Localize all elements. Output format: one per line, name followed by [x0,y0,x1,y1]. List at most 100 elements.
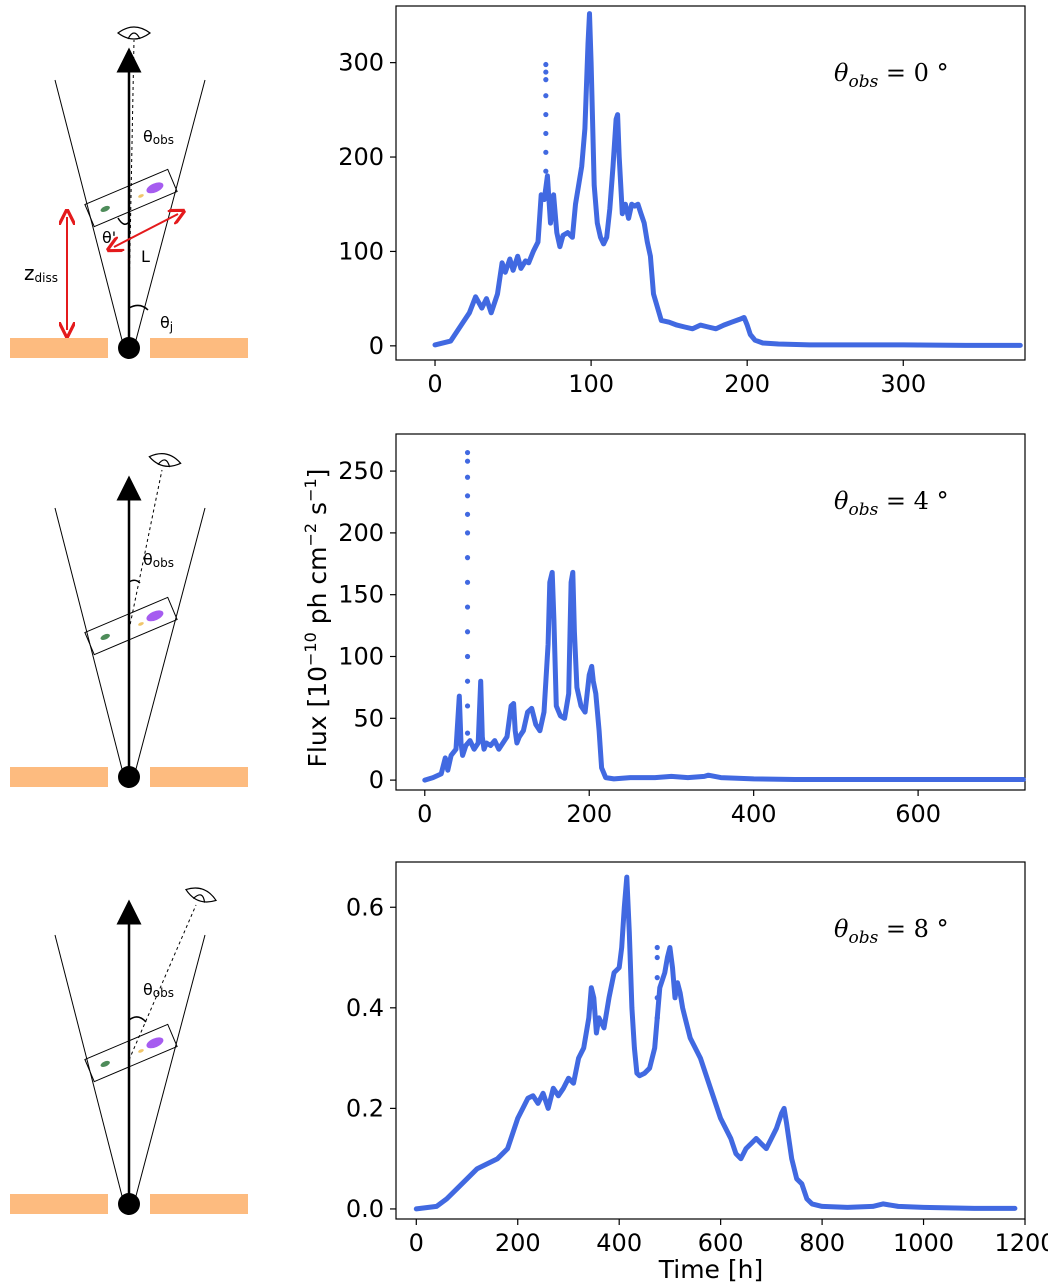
y-tick-label: 50 [353,704,384,732]
flare-point [654,975,660,981]
schem-theta-obs: θ [143,550,153,569]
jet-cone-right [135,507,206,770]
schem-theta-j-sub: j [169,320,173,334]
theta-obs-arc [128,1016,147,1023]
y-tick-label: 200 [338,143,384,171]
flare-point [464,653,471,660]
x-tick-label: 800 [799,1229,845,1257]
y-tick-label: 0 [369,766,384,794]
chart-0: 0 100 200 300 0 100 200 300 θobs = 0 ° [338,5,1026,398]
schem-theta-obs-sub: obs [153,133,174,147]
schem-theta-obs: θ [143,980,153,999]
flux-series [422,569,1026,783]
eye-icon [185,887,217,903]
schem-theta-j: θ [160,313,170,332]
x-tick-label: 200 [566,800,612,828]
flare-point [464,511,471,517]
flare-point [464,458,471,464]
x-tick-label: 0 [417,800,432,828]
black-hole [118,337,140,359]
svg-text:θobs: θobs [143,550,174,570]
flux-series [432,11,1023,348]
y-tick-label: 0.4 [346,994,384,1022]
svg-text:zdiss: zdiss [24,261,58,285]
x-tick-label: 200 [724,370,770,398]
plot-frame [395,5,1026,361]
chart-1: 0 200 400 600 0 50 100 150 200 250 θobs = 4 ° [338,433,1026,828]
flare-point [464,629,471,635]
emission-region [84,1023,178,1083]
theta-obs-annotation: θobs = 0 ° [834,59,949,92]
x-tick-label: 100 [568,370,614,398]
flare-points [543,61,549,193]
flare-point [654,995,660,1001]
accretion-disk-right [150,338,248,358]
black-hole [118,1193,140,1215]
y-tick-label: 300 [338,49,384,77]
y-tick-label: 100 [338,643,384,671]
x-tick-label: 400 [731,800,777,828]
flare-point [464,449,471,456]
flare-point [464,730,471,736]
x-tick-label: 200 [495,1229,541,1257]
y-tick-label: 0.0 [346,1195,384,1223]
L-arrow [114,214,178,247]
x-tick-label: 0 [427,370,442,398]
black-hole [118,766,140,788]
schem-theta-obs-sub: obs [153,986,174,1000]
accretion-disk-right [150,767,248,787]
flare-point [464,530,471,536]
theta-j-arc [128,304,149,311]
flare-point [464,678,471,684]
y-tick-label: 150 [338,581,384,609]
chart-2: 0 200 400 600 800 1000 1200 0.0 0.2 0.4 0.6 θobs = … [346,861,1048,1257]
line-of-sight [128,39,135,301]
y-tick-label: 250 [338,457,384,485]
flare-point [654,1015,660,1021]
line-of-sight [128,904,197,1061]
y-tick-label: 0.6 [346,893,384,921]
flare-point [654,944,660,951]
x-tick-label: 1000 [893,1229,954,1257]
x-tick-label: 300 [880,370,926,398]
flare-point [464,703,471,709]
x-tick-label: 0 [409,1229,424,1257]
plot-frame [395,861,1026,1220]
theta-obs-annotation: θobs = 4 ° [834,487,949,520]
y-axis-label: Flux [10−10 ph cm−2 s−1] [301,469,332,768]
flare-point [654,954,660,961]
eye-icon [148,453,182,468]
x-tick-label: 400 [596,1229,642,1257]
schem-zdiss: z [24,261,35,285]
schematic-2: θobs [10,887,248,1215]
accretion-disk-left [10,767,108,787]
flare-point [543,77,549,83]
jet-cone-left [54,507,123,770]
flare-point [543,61,549,68]
svg-text:θobs: θobs [143,127,174,147]
jet-cone-right [135,79,206,341]
plot-frame [395,433,1026,791]
svg-text:θj: θj [160,313,173,334]
flare-point [543,187,549,193]
flare-point [464,604,471,610]
flare-point [464,493,471,499]
svg-text:θobs: θobs [143,980,174,1000]
schem-theta-prime: θ' [102,228,116,247]
jet-cone-right [135,934,206,1197]
schematic-1: θobs [10,453,248,788]
flare-point [464,555,471,561]
schem-L: L [141,247,150,266]
x-tick-label: 600 [698,1229,744,1257]
schem-theta-obs-sub: obs [153,556,174,570]
y-tick-label: 0 [369,332,384,360]
theta-obs-annotation: θobs = 8 ° [834,915,949,948]
accretion-disk-left [10,338,108,358]
jet-cone-left [54,79,123,341]
flare-point [464,579,471,585]
accretion-disk-left [10,1194,108,1214]
flare-point [543,149,549,155]
flare-point [464,474,471,480]
accretion-disk-right [150,1194,248,1214]
